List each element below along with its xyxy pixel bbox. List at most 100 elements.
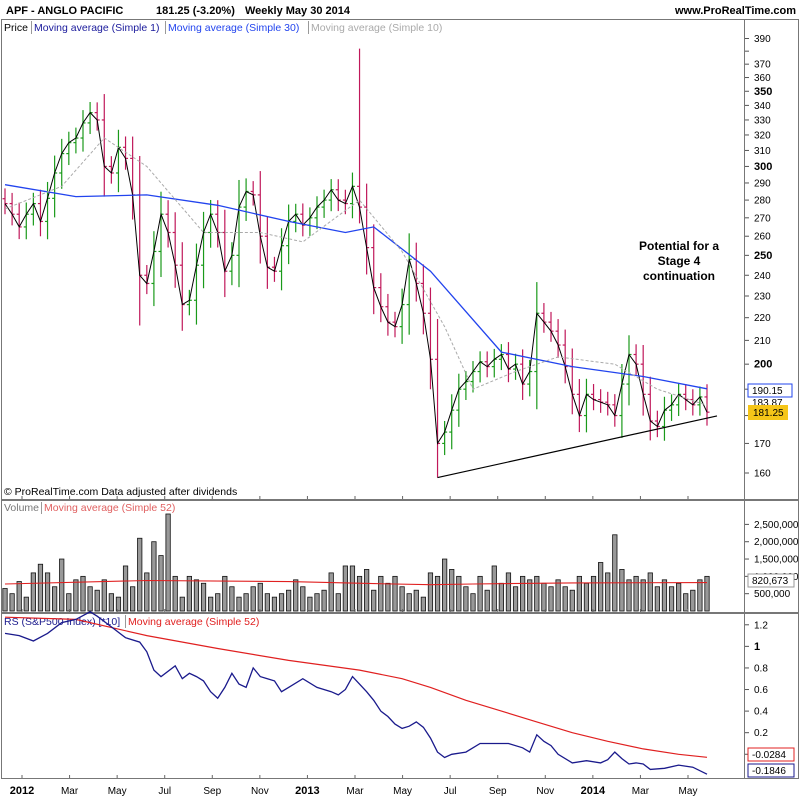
volume-bar [144, 572, 150, 612]
volume-bar [94, 589, 100, 612]
price-bar [257, 171, 263, 264]
price-tick-label: 200 [754, 359, 772, 371]
price-bar [271, 256, 277, 282]
volume-bar [300, 586, 306, 612]
volume-bar [236, 596, 242, 612]
volume-bar [406, 593, 412, 612]
time-tick-label: 2012 [10, 785, 34, 797]
volume-bar [541, 582, 547, 612]
price-bar [87, 102, 93, 135]
price-bar [130, 136, 136, 220]
price-tick-label: 350 [754, 86, 772, 98]
rs-tick-label: 0.4 [754, 707, 768, 718]
volume-bar [456, 575, 462, 612]
price-bar [449, 394, 455, 450]
price-bar [534, 282, 540, 410]
price-bar [328, 179, 334, 212]
price-trendline [437, 415, 718, 479]
time-tick-label: Sep [489, 786, 507, 797]
price-tick-label: 280 [754, 196, 771, 207]
volume-bar [257, 582, 263, 612]
rs-tick-label: 0.6 [754, 685, 768, 696]
price-bar [201, 211, 207, 289]
price-bar [626, 335, 632, 406]
price-tick-label: 370 [754, 60, 771, 71]
site-link[interactable]: www.ProRealTime.com [674, 5, 796, 17]
volume-ma-tag [747, 573, 795, 588]
volume-bar [612, 534, 618, 612]
stage4-annotation: Potential for a Stage 4 continuation [639, 239, 719, 283]
volume-bar [208, 596, 214, 612]
panel-frames [1, 19, 799, 779]
volume-bar [449, 569, 455, 612]
volume-ma52-line [4, 579, 708, 586]
price-bar [406, 233, 412, 335]
price-bar [16, 202, 22, 240]
ma1-line [4, 111, 708, 445]
rs-ma-tag [747, 747, 795, 762]
price-bar [378, 273, 384, 323]
volume-bar [44, 572, 51, 612]
price-panel-frame [1, 19, 799, 500]
volume-bar [172, 575, 178, 612]
price-bar [9, 192, 15, 226]
ma10-value-text: 183.87 [752, 398, 783, 409]
volume-panel-frame [1, 500, 799, 613]
volume-bar [9, 593, 15, 612]
price-bar [243, 178, 249, 221]
annotation-line-2: Stage 4 [658, 254, 701, 268]
volume-bar [335, 593, 341, 612]
volume-bar [590, 575, 597, 612]
volume-bar [399, 586, 405, 612]
volume-tick-label: 2,500,000 [754, 520, 799, 531]
price-bar [229, 242, 235, 286]
price-bar [463, 371, 469, 401]
time-tick-label: Nov [251, 786, 269, 797]
volume-bar [555, 579, 561, 612]
volume-bar [122, 565, 129, 612]
instrument-title: APF - ANGLO PACIFIC [6, 5, 123, 17]
volume-bar [392, 575, 398, 612]
rs-axis: 00.20.40.60.811.2 [745, 620, 768, 761]
price-bar [527, 359, 533, 397]
legend-volume: Volume [4, 502, 39, 514]
support-trendline [437, 415, 718, 479]
volume-bar [676, 582, 682, 612]
price-tick-label: 360 [754, 73, 771, 84]
time-axis: 2012 Mar May Jul Sep Nov 2013 Mar May Jul Sep Nov 20… [10, 496, 697, 797]
price-bar [555, 319, 561, 358]
last-price-text: 181.25 [753, 408, 784, 419]
volume-bar [583, 582, 590, 612]
price-bar [676, 383, 682, 417]
price-tick-label: 230 [754, 292, 771, 303]
volume-bar [2, 588, 8, 612]
price-bar [598, 389, 604, 413]
volume-bar [179, 596, 185, 612]
price-bar [52, 155, 58, 218]
legend-price: Price [4, 22, 28, 34]
price-bar [37, 189, 43, 237]
volume-ma-text: 820,673 [752, 576, 789, 587]
price-bar [612, 394, 618, 427]
price-tick-label: 160 [754, 468, 771, 479]
price-bar [222, 209, 228, 298]
volume-bar [23, 596, 29, 612]
time-tick-label: 2014 [581, 785, 606, 797]
volume-tick-label: 500,000 [754, 589, 791, 600]
volume-ma-line [4, 579, 708, 586]
volume-bar [654, 586, 660, 612]
price-tick-label: 210 [754, 336, 771, 347]
volume-bar [427, 572, 434, 612]
price-bar [101, 94, 107, 197]
volume-bar [115, 596, 122, 612]
volume-tick-label: 1,500,000 [754, 555, 799, 566]
volume-bar [484, 589, 490, 612]
volume-bar [151, 541, 157, 612]
volume-bar [661, 579, 668, 612]
price-bar [208, 199, 214, 248]
price-bar [357, 48, 363, 224]
volume-bar [328, 572, 334, 612]
price-bar [371, 224, 377, 315]
price-tick-label: 270 [754, 213, 771, 224]
